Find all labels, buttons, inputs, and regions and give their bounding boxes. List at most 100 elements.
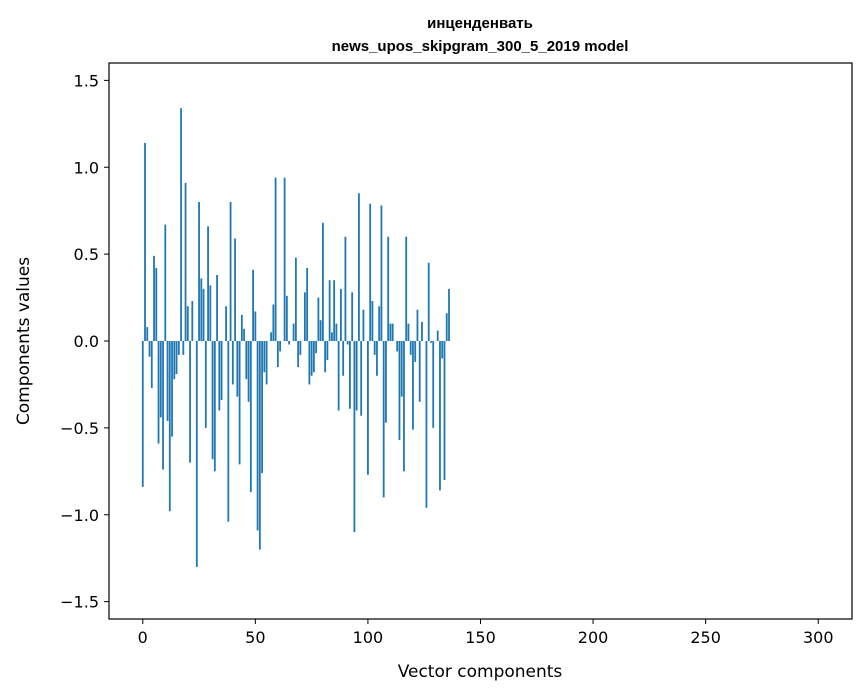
bar-7 <box>157 341 160 444</box>
bar-27 <box>202 288 205 342</box>
bar-20 <box>186 306 189 341</box>
bar-2 <box>146 327 149 341</box>
bar-57 <box>270 332 273 341</box>
bar-3 <box>148 341 151 357</box>
bar-30 <box>209 285 212 341</box>
bar-108 <box>385 341 387 423</box>
bar-92 <box>349 341 351 409</box>
bar-13 <box>171 341 173 437</box>
y-tick-label: −1.5 <box>60 593 99 612</box>
bar-106 <box>380 205 383 341</box>
bar-90 <box>344 236 347 341</box>
y-tick-label: −0.5 <box>60 419 99 438</box>
bar-93 <box>351 292 354 341</box>
bar-55 <box>265 341 268 385</box>
bar-42 <box>236 341 239 397</box>
bar-68 <box>294 257 297 341</box>
bar-14 <box>173 341 176 380</box>
bar-34 <box>218 341 221 411</box>
bar-128 <box>430 341 432 343</box>
bar-75 <box>310 341 313 376</box>
bar-1 <box>144 142 146 341</box>
bar-19 <box>184 182 187 341</box>
y-tick-label: 0.5 <box>74 245 99 264</box>
bar-5 <box>153 255 155 341</box>
bar-69 <box>297 341 300 368</box>
bar-124 <box>421 321 423 341</box>
plot-frame <box>108 62 853 620</box>
bar-76 <box>312 341 315 373</box>
bar-111 <box>391 323 394 342</box>
bar-97 <box>360 341 363 416</box>
bar-6 <box>155 268 158 341</box>
bar-100 <box>367 341 369 475</box>
chart-title: инценденвать <box>427 15 533 32</box>
bar-119 <box>409 341 412 355</box>
bar-102 <box>371 301 374 341</box>
bar-121 <box>414 341 417 362</box>
bar-32 <box>213 341 216 472</box>
bar-127 <box>427 262 430 341</box>
bar-37 <box>225 306 227 341</box>
bar-22 <box>191 301 194 341</box>
bar-101 <box>369 203 372 341</box>
bar-77 <box>315 341 318 354</box>
x-axis-ticks: 0 50 100 150 200 250 300 <box>138 619 834 647</box>
bar-58 <box>272 304 275 341</box>
bar-60 <box>276 341 279 368</box>
bar-28 <box>204 341 207 428</box>
bar-39 <box>229 202 232 341</box>
bar-67 <box>292 323 295 342</box>
bar-38 <box>227 341 230 522</box>
bar-109 <box>387 236 390 341</box>
bar-136 <box>448 288 450 342</box>
bar-12 <box>168 341 171 512</box>
bar-73 <box>306 268 309 341</box>
bar-46 <box>245 341 248 380</box>
bar-80 <box>321 222 324 341</box>
bar-29 <box>207 226 209 341</box>
y-tick-label: −1.0 <box>60 506 99 525</box>
bar-122 <box>416 309 419 341</box>
bar-70 <box>299 341 302 355</box>
bar-11 <box>166 341 169 421</box>
bar-61 <box>279 341 282 352</box>
bars-group <box>141 108 450 567</box>
bar-0 <box>141 341 144 487</box>
bar-45 <box>243 328 245 341</box>
y-axis-label: Components values <box>14 257 34 425</box>
bar-54 <box>263 341 266 373</box>
bar-59 <box>274 177 277 341</box>
bar-51 <box>256 341 259 531</box>
bar-91 <box>346 341 349 345</box>
bar-65 <box>288 341 291 345</box>
bar-86 <box>335 323 338 342</box>
bar-89 <box>342 341 345 376</box>
bar-48 <box>249 341 252 493</box>
bar-16 <box>177 341 180 355</box>
bar-83 <box>328 280 331 341</box>
bar-64 <box>285 295 288 341</box>
y-tick-label: 1.0 <box>74 158 99 177</box>
bar-131 <box>436 330 439 341</box>
x-tick-label: 200 <box>578 628 609 647</box>
x-axis-label: Vector components <box>398 662 563 682</box>
bar-110 <box>389 323 392 342</box>
bar-135 <box>445 313 448 341</box>
bar-85 <box>333 280 336 341</box>
bar-116 <box>403 341 405 472</box>
bar-9 <box>162 341 164 470</box>
x-tick-label: 100 <box>353 628 384 647</box>
bar-4 <box>150 341 153 388</box>
bar-44 <box>240 314 243 341</box>
bar-94 <box>353 341 356 533</box>
y-tick-label: 0.0 <box>74 332 99 351</box>
chart-subtitle: news_upos_skipgram_300_5_2019 model <box>332 38 629 55</box>
x-tick-label: 0 <box>138 628 148 647</box>
bar-104 <box>376 341 378 376</box>
bar-8 <box>159 341 162 418</box>
bar-103 <box>373 341 376 355</box>
x-tick-label: 250 <box>690 628 721 647</box>
x-tick-label: 300 <box>803 628 834 647</box>
